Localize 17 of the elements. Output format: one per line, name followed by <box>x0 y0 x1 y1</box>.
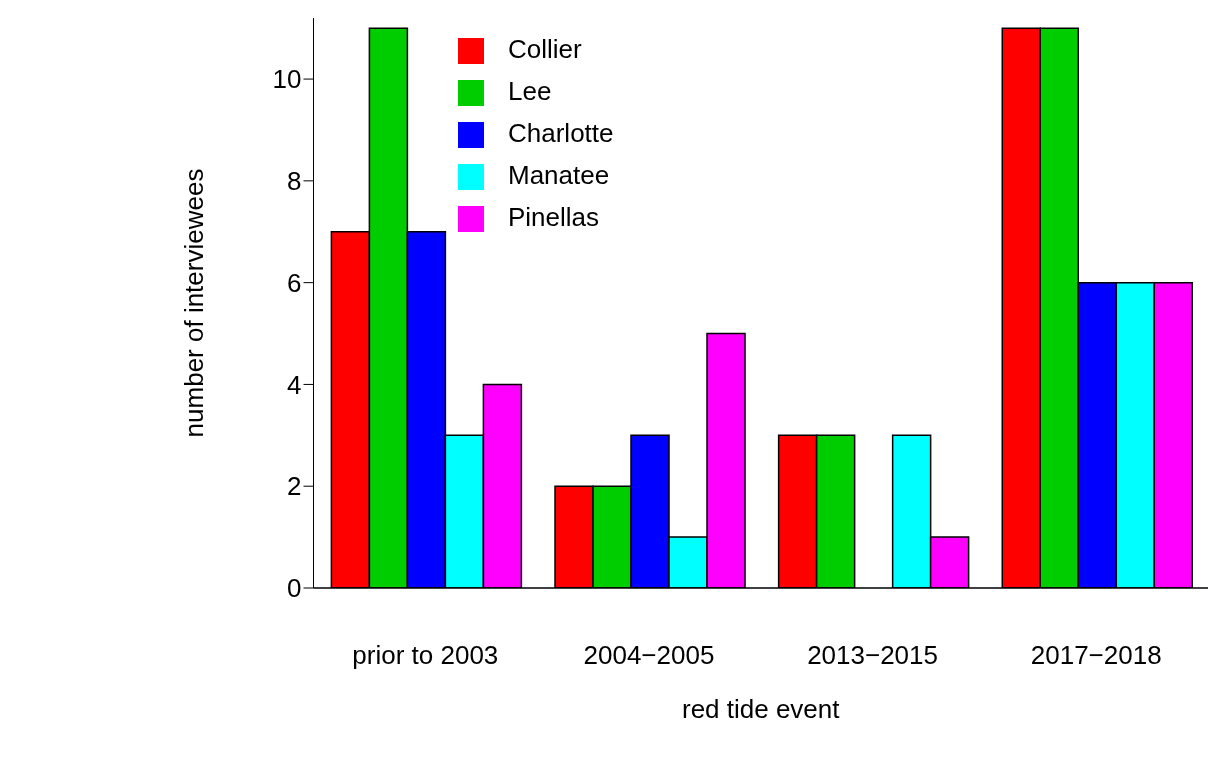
x-tick-label: prior to 2003 <box>352 640 499 671</box>
x-tick-label: 2013−2015 <box>807 640 938 671</box>
legend-label: Pinellas <box>508 202 600 232</box>
legend-label: Manatee <box>508 160 610 190</box>
x-axis-title: red tide event <box>681 694 841 724</box>
y-tick-label: 8 <box>287 166 302 197</box>
y-tick-label: 6 <box>287 267 302 298</box>
y-tick-label: 0 <box>287 573 302 604</box>
x-tick-label: 2004−2005 <box>583 640 715 671</box>
y-tick-label: 2 <box>287 471 302 502</box>
legend-label: Charlotte <box>508 118 614 148</box>
legend-label: Collier <box>508 34 582 64</box>
x-tick-label: 2017−2018 <box>1030 640 1162 671</box>
legend-label: Lee <box>508 76 552 106</box>
y-tick-label: 4 <box>287 369 302 400</box>
y-tick-label: 10 <box>272 64 302 95</box>
y-axis-title: number of interviewees <box>178 168 209 438</box>
